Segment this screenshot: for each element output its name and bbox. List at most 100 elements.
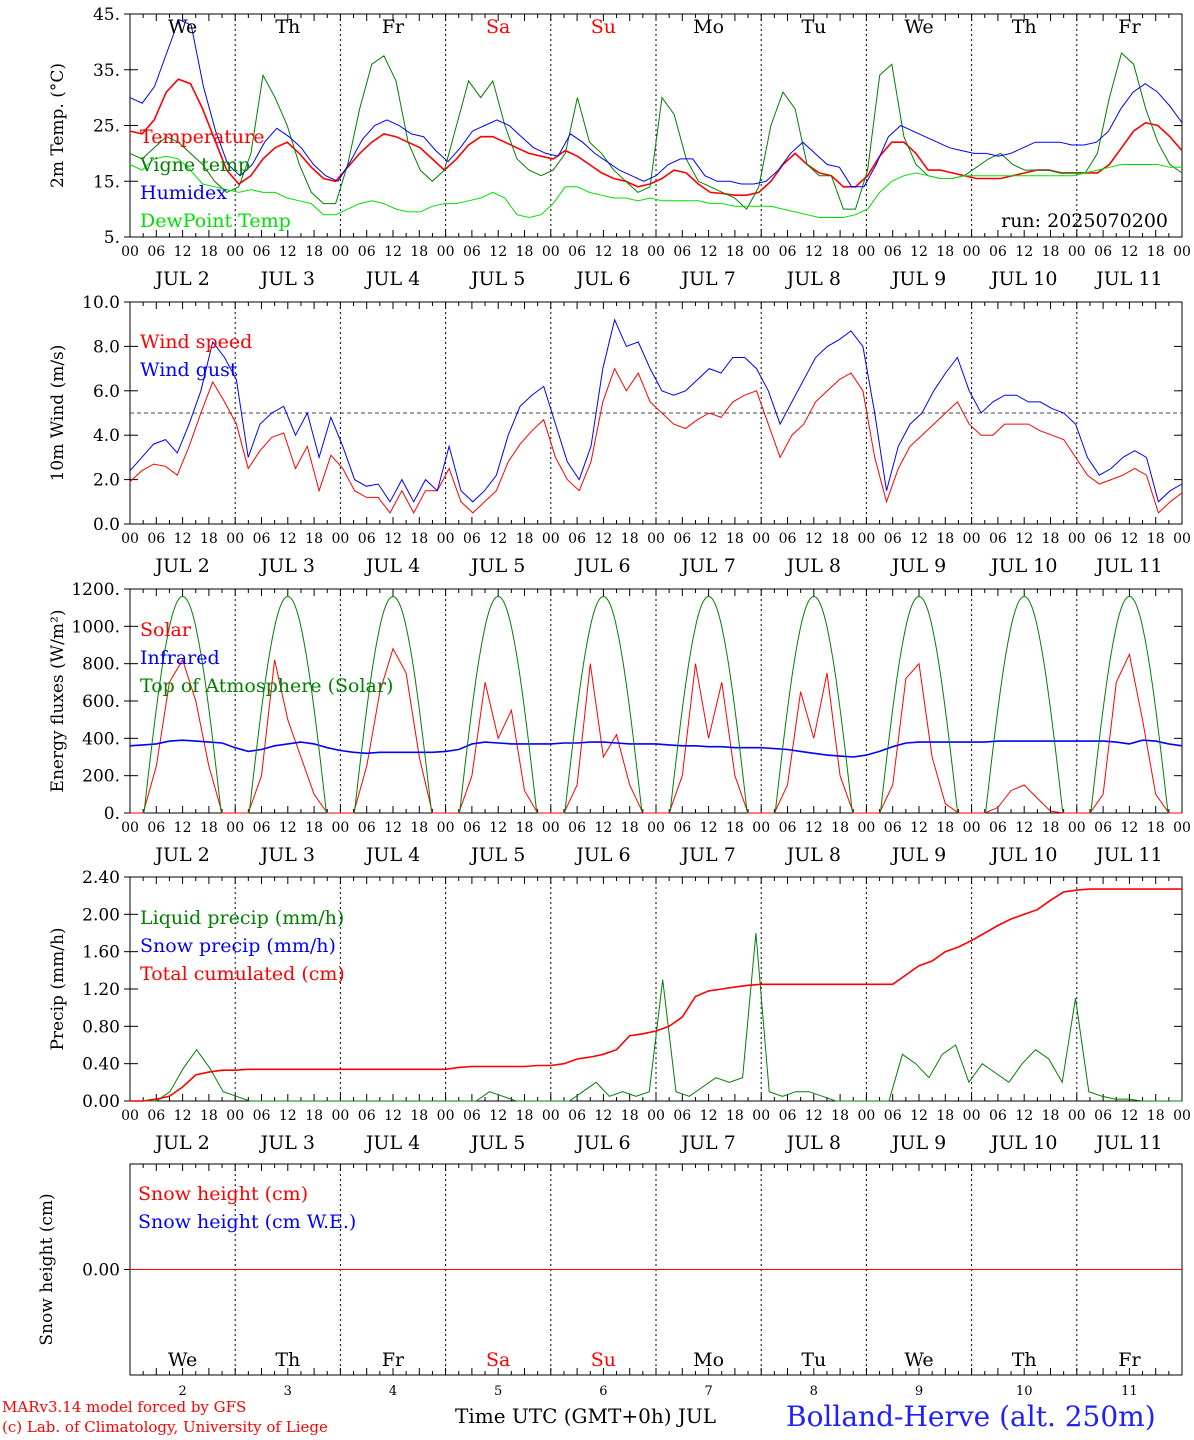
hour-label: 06 [358, 244, 376, 260]
hour-label: 06 [147, 244, 165, 260]
hour-label: 06 [989, 820, 1007, 836]
credit-line-1: MARv3.14 model forced by GFS [2, 1398, 247, 1416]
hour-label: 00 [331, 1108, 349, 1124]
hour-label: 06 [1094, 244, 1112, 260]
hour-label: 12 [279, 531, 297, 547]
hour-label: 00 [857, 820, 875, 836]
legend-entry: Wind gust [140, 359, 238, 381]
y-tick-label: 35. [93, 61, 120, 81]
hour-label: 00 [1173, 531, 1191, 547]
x-axis-label: Time UTC (GMT+0h) JUL [455, 1404, 717, 1428]
hour-label: 06 [253, 820, 271, 836]
hour-label: 12 [384, 820, 402, 836]
hour-label: 06 [1094, 820, 1112, 836]
hour-label: 12 [594, 1108, 612, 1124]
hour-label: 12 [805, 1108, 823, 1124]
hour-label: 12 [174, 820, 192, 836]
hour-label: 00 [437, 1108, 455, 1124]
hour-label: 12 [384, 244, 402, 260]
day-number: 11 [1121, 1384, 1138, 1399]
day-name-top: Tu [801, 16, 826, 38]
legend-entry: Top of Atmosphere (Solar) [140, 675, 393, 697]
hour-label: 00 [226, 244, 244, 260]
hour-label: 00 [752, 820, 770, 836]
day-name-bottom: Tu [801, 1349, 826, 1371]
y-tick-label: 1.60 [82, 943, 120, 963]
date-label: JUL 4 [364, 555, 420, 577]
hour-label: 00 [226, 531, 244, 547]
hour-label: 00 [226, 1108, 244, 1124]
hour-label: 00 [121, 531, 139, 547]
hour-label: 06 [989, 244, 1007, 260]
credit-line-2: (c) Lab. of Climatology, University of L… [2, 1418, 328, 1436]
day-number: 2 [178, 1384, 186, 1399]
hour-label: 06 [779, 1108, 797, 1124]
date-label: JUL 6 [574, 555, 630, 577]
hour-label: 06 [463, 820, 481, 836]
hour-label: 06 [884, 531, 902, 547]
date-label: JUL 11 [1094, 844, 1162, 866]
y-tick-label: 15. [93, 172, 120, 192]
y-tick-label: 5. [104, 228, 120, 248]
hour-label: 00 [963, 531, 981, 547]
hour-label: 18 [1042, 820, 1060, 836]
series-dewpoint-temp [129, 155, 1182, 219]
station-label: Bolland-Herve (alt. 250m) [786, 1400, 1156, 1433]
date-label: JUL 9 [890, 844, 946, 866]
day-name-top: Th [275, 16, 300, 38]
hour-label: 12 [594, 244, 612, 260]
hour-label: 06 [1094, 1108, 1112, 1124]
hour-label: 18 [726, 820, 744, 836]
hour-label: 06 [779, 820, 797, 836]
hour-label: 00 [963, 820, 981, 836]
hour-label: 18 [1147, 820, 1165, 836]
date-label: JUL 5 [469, 268, 525, 290]
legend-entry: Humidex [140, 182, 227, 204]
hour-label: 18 [621, 531, 639, 547]
hour-label: 18 [621, 820, 639, 836]
day-number: 9 [915, 1384, 923, 1399]
hour-label: 18 [305, 1108, 323, 1124]
hour-label: 06 [358, 820, 376, 836]
hour-label: 18 [831, 531, 849, 547]
hour-label: 18 [200, 531, 218, 547]
hour-label: 00 [331, 531, 349, 547]
date-label: JUL 3 [259, 268, 315, 290]
y-tick-label: 0.00 [82, 1261, 120, 1281]
date-label: JUL 2 [153, 844, 209, 866]
hour-label: 06 [253, 531, 271, 547]
hour-label: 00 [752, 531, 770, 547]
y-tick-label: 0.80 [82, 1017, 120, 1037]
hour-label: 00 [1068, 820, 1086, 836]
day-name-bottom: Fr [382, 1349, 405, 1371]
hour-label: 18 [410, 244, 428, 260]
hour-label: 18 [516, 820, 534, 836]
y-tick-label: 0.40 [82, 1055, 120, 1075]
hour-label: 12 [1120, 1108, 1138, 1124]
hour-label: 12 [700, 531, 718, 547]
hour-label: 00 [331, 820, 349, 836]
day-name-top: Fr [382, 16, 405, 38]
hour-label: 12 [279, 820, 297, 836]
hour-label: 00 [121, 820, 139, 836]
date-label: JUL 6 [574, 268, 630, 290]
panel-1: 45. 35. 25. 15. 5. 2m Temp. (°C) Temperature Vi… [48, 5, 1191, 290]
series-temperature [129, 78, 1183, 196]
hour-label: 06 [989, 1108, 1007, 1124]
hour-label: 12 [279, 244, 297, 260]
hour-label: 12 [910, 244, 928, 260]
hour-label: 06 [779, 244, 797, 260]
legend-entry: Infrared [140, 647, 220, 669]
y-tick-label: 1200. [71, 580, 120, 600]
y-tick-label: 600. [82, 692, 120, 712]
run-label: run: 2025070200 [1001, 210, 1168, 232]
panel-2: 10.0 8.0 6.0 4.0 2.0 0.0 10m Wind (m/s) Wind sp… [48, 293, 1191, 577]
hour-label: 06 [1094, 531, 1112, 547]
day-name-top: Su [591, 16, 616, 38]
date-label: JUL 4 [364, 844, 420, 866]
hour-label: 12 [805, 820, 823, 836]
day-number: 8 [810, 1384, 818, 1399]
hour-label: 12 [384, 1108, 402, 1124]
hour-label: 00 [542, 820, 560, 836]
hour-label: 06 [673, 1108, 691, 1124]
